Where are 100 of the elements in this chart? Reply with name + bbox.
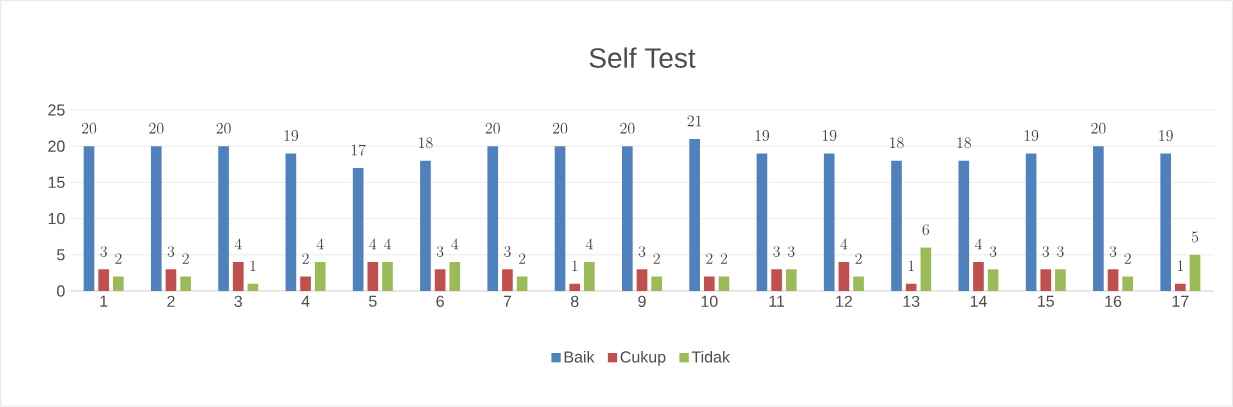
bar [150,146,162,291]
bar [487,146,499,291]
bar [853,276,864,291]
x-tick-label: 12 [836,295,852,307]
bar [1093,146,1104,291]
y-tick-label: 15 [48,176,65,188]
data-label: 19 [1024,130,1039,142]
data-label: 3 [773,245,780,257]
bar [352,167,364,291]
x-tick-label: 14 [970,295,987,307]
data-label: 2 [182,253,189,264]
x-tick-label: 9 [638,295,646,308]
data-label: 18 [419,137,433,149]
bar [218,146,229,291]
data-label: 20 [81,122,97,134]
data-label: 2 [115,253,122,264]
bar [838,262,850,291]
legend-label: Baik [564,350,595,363]
y-tick-label: 10 [48,212,65,225]
x-tick-label: 10 [701,295,718,308]
x-tick-label: 5 [369,295,377,307]
bar [823,153,835,291]
data-label: 2 [720,253,728,264]
x-tick-label: 17 [1172,295,1189,307]
x-tick-label: 11 [769,295,785,307]
data-label: 3 [167,245,175,257]
bar [420,160,431,291]
data-label: 4 [974,238,982,250]
data-label: 20 [149,122,164,134]
legend-label: Tidak [691,350,730,363]
data-label: 4 [451,238,459,250]
data-label: 19 [822,130,837,142]
bar [785,269,797,291]
x-tick-label: 7 [503,295,512,307]
x-tick-label: 3 [234,295,242,308]
data-label: 3 [1042,245,1050,257]
data-label: 4 [316,238,324,250]
bar [180,276,191,291]
bar [973,262,984,291]
bar [232,262,244,291]
data-label: 20 [1091,122,1106,134]
y-tick-label: 0 [57,285,65,297]
data-label: 1 [1177,260,1183,272]
bar [958,160,970,291]
bar [1025,153,1037,291]
data-label: 5 [1191,231,1199,243]
data-label: 19 [755,130,770,142]
data-label: 1 [250,260,256,272]
x-tick-label: 16 [1105,295,1122,308]
data-label: 17 [351,144,366,156]
bar [718,276,730,291]
y-tick-label: 20 [48,140,65,152]
data-label: 19 [1159,130,1173,142]
data-label: 3 [638,245,646,257]
bar [554,146,566,291]
data-label: 2 [653,253,660,264]
data-label: 3 [436,245,444,257]
bar [367,262,379,291]
data-label: 18 [957,137,971,149]
bar [502,269,513,291]
bar [703,276,715,291]
y-tick-label: 25 [48,104,65,116]
data-label: 3 [989,245,997,257]
bar [247,283,259,291]
bar [314,262,326,291]
bar [98,269,109,291]
bar [1122,276,1134,291]
bar [622,146,633,291]
bar [1107,269,1119,291]
bar [1055,269,1066,291]
data-label: 6 [922,224,930,236]
data-label: 20 [216,122,231,134]
data-label: 20 [620,122,635,134]
bar [905,283,917,291]
y-tick-label: 5 [57,249,65,261]
data-label: 2 [518,253,526,264]
bar [891,160,902,291]
bar [756,153,768,291]
x-tick-label: 1 [100,295,108,307]
bar [987,269,999,291]
bar [920,247,932,291]
data-label: 4 [369,238,377,250]
data-label: 1 [572,260,578,272]
x-tick-label: 2 [167,295,175,307]
data-label: 18 [890,137,904,149]
bar [689,138,700,291]
bar [584,262,595,291]
bar [165,269,177,291]
bar [636,269,648,291]
bar [449,262,461,291]
bar [1175,283,1186,291]
data-label: 3 [100,245,107,257]
data-label: 3 [1109,245,1117,257]
x-tick-label: 6 [436,295,444,308]
data-label: 4 [585,238,593,250]
bar [83,146,95,291]
data-label: 19 [284,130,299,142]
data-label: 4 [384,238,391,250]
bar [434,269,446,291]
bar [516,276,528,291]
